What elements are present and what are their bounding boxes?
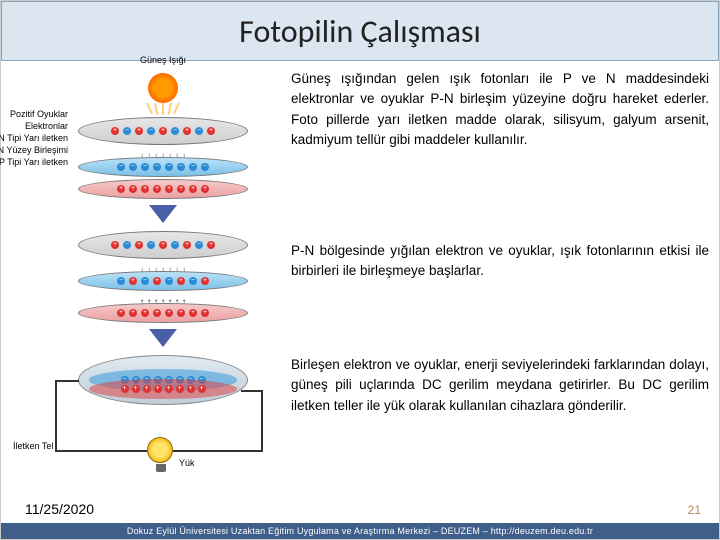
label-n-tipi: N Tipi Yarı iletken	[0, 133, 68, 143]
stage1-p-layer: ++++++++	[78, 179, 248, 199]
stage2-p-layer: ++++++++	[78, 303, 248, 323]
stage3-p-band: ++++++++	[89, 379, 237, 399]
stage3-cell: −−−−−−−− ++++++++	[78, 355, 248, 405]
stage2-arrows-down: ↓↓↓↓↓↓↓	[73, 260, 253, 270]
stage2-top-surface: +−+−+−+−+	[78, 231, 248, 259]
stage1-top-surface: +−+−+−+−+	[78, 117, 248, 145]
paragraph-2: P-N bölgesinde yığılan elektron ve oyukl…	[291, 221, 709, 329]
title-bar: Fotopilin Çalışması	[1, 1, 719, 61]
sun-label: Güneş Işığı	[140, 55, 186, 65]
iletken-tel-label: İletken Tel	[13, 441, 53, 451]
paragraph-1: Güneş ışığından gelen ışık fotonları ile…	[291, 69, 709, 209]
wire-right-h	[241, 390, 263, 392]
page-number: 21	[688, 503, 701, 517]
stage1-arrows-down: ↓↓↓↓↓↓↓	[73, 146, 253, 156]
label-elektronlar: Elektronlar	[25, 121, 68, 131]
wire-right-v	[261, 390, 263, 450]
stage1-n-layer: −−−−−−−−	[78, 157, 248, 177]
arrow-down-2	[149, 329, 177, 347]
diagram-stage-3: −−−−−−−− ++++++++ İletken Tel Yük	[73, 355, 253, 475]
content-area: Güneş Işığı Pozitif Oyuklar Elektronlar …	[1, 61, 719, 491]
stage2-arrows-up: ↑↑↑↑↑↑↑	[73, 292, 253, 302]
label-pn-yuzey: P-N Yüzey Birleşimi	[0, 145, 68, 155]
text-column: Güneş ışığından gelen ışık fotonları ile…	[281, 69, 709, 491]
arrow-down-1	[149, 205, 177, 223]
sun-icon	[148, 73, 178, 103]
yuk-label: Yük	[179, 458, 195, 468]
bulb-icon	[147, 437, 173, 463]
footer-bar: Dokuz Eylül Üniversitesi Uzaktan Eğitim …	[1, 523, 719, 539]
page-title: Fotopilin Çalışması	[239, 12, 481, 51]
diagram-stage-2: +−+−+−+−+ ↓↓↓↓↓↓↓ −+−+−+−+ ↑↑↑↑↑↑↑ +++++…	[73, 231, 253, 347]
diagram-column: Güneş Işığı Pozitif Oyuklar Elektronlar …	[11, 69, 281, 491]
footer-date: 11/25/2020	[25, 501, 94, 517]
wire-left-h	[55, 380, 79, 382]
stage2-n-layer: −+−+−+−+	[78, 271, 248, 291]
label-p-tipi: P Tipi Yarı iletken	[0, 157, 68, 167]
footer-text: Dokuz Eylül Üniversitesi Uzaktan Eğitim …	[127, 526, 593, 536]
wire-left-v	[55, 380, 57, 450]
label-pozitif-oyuklar: Pozitif Oyuklar	[10, 109, 68, 119]
diagram-stage-1: Güneş Işığı Pozitif Oyuklar Elektronlar …	[73, 69, 253, 223]
sun-rays	[73, 103, 253, 117]
paragraph-3: Birleşen elektron ve oyuklar, enerji sev…	[291, 341, 709, 416]
